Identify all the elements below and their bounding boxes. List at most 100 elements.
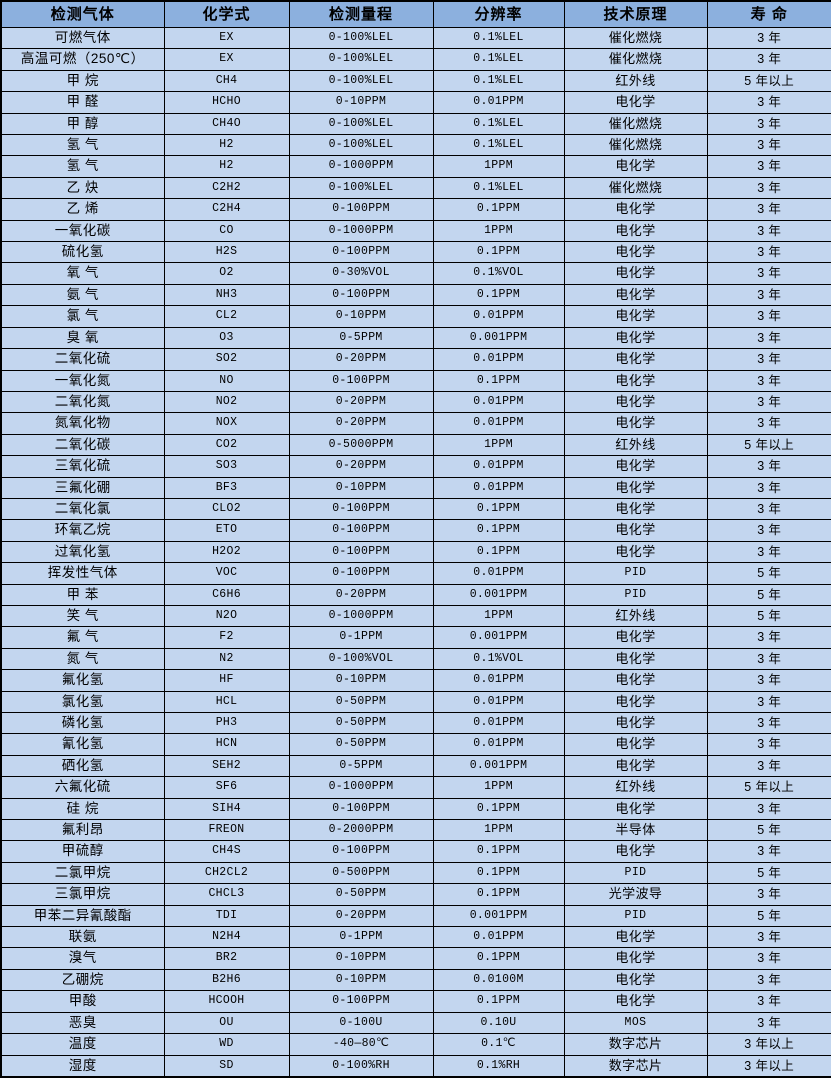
table-row: 笑 气 N2O 0-1000PPM 1PPM 红外线 5 年	[0, 604, 831, 628]
cell-lifespan: 5 年以上	[706, 69, 831, 93]
cell-range: 0-20PPM	[288, 904, 434, 928]
cell-formula: HCHO	[163, 91, 290, 114]
cell-range: 0-20PPM	[288, 412, 434, 435]
cell-formula: ETO	[163, 519, 290, 542]
cell-resolution: 1PPM	[432, 219, 565, 243]
table-row: 二氧化氯 CLO2 0-100PPM 0.1PPM 电化学 3 年	[0, 497, 831, 521]
cell-technology: 电化学	[563, 797, 708, 821]
cell-formula: SO3	[163, 455, 290, 478]
cell-range: 0-20PPM	[288, 390, 434, 414]
cell-range: 0-30%VOL	[288, 262, 434, 285]
table-row: 氯 气 CL2 0-10PPM 0.01PPM 电化学 3 年	[0, 305, 831, 328]
table-row: 氟利昂 FREON 0-2000PPM 1PPM 半导体 5 年	[0, 819, 831, 842]
cell-resolution: 0.1%LEL	[432, 134, 565, 157]
cell-gas-name: 二氯甲烷	[0, 861, 165, 885]
cell-range: 0-50PPM	[288, 733, 434, 756]
cell-technology: 电化学	[563, 198, 708, 221]
cell-resolution: 0.01PPM	[432, 733, 565, 756]
cell-lifespan: 3 年以上	[706, 1033, 831, 1056]
cell-lifespan: 3 年	[706, 476, 831, 499]
cell-technology: PID	[563, 583, 708, 606]
cell-gas-name: 一氧化碳	[0, 219, 165, 243]
cell-range: 0-10PPM	[288, 91, 434, 114]
cell-lifespan: 3 年	[706, 711, 831, 735]
cell-formula: N2O	[163, 604, 290, 628]
cell-range: 0-100PPM	[288, 497, 434, 521]
cell-technology: 电化学	[563, 647, 708, 671]
cell-technology: 电化学	[563, 219, 708, 243]
cell-gas-name: 氨 气	[0, 283, 165, 307]
cell-gas-name: 氟 气	[0, 626, 165, 649]
cell-range: 0-100PPM	[288, 241, 434, 264]
cell-resolution: 0.1%LEL	[432, 26, 565, 50]
cell-range: 0-500PPM	[288, 861, 434, 885]
cell-gas-name: 氟化氢	[0, 669, 165, 692]
cell-formula: PH3	[163, 711, 290, 735]
cell-lifespan: 5 年	[706, 583, 831, 606]
cell-technology: 电化学	[563, 968, 708, 992]
cell-gas-name: 笑 气	[0, 604, 165, 628]
cell-lifespan: 3 年	[706, 754, 831, 778]
cell-formula: BR2	[163, 947, 290, 970]
cell-range: 0-100PPM	[288, 519, 434, 542]
cell-range: 0-100PPM	[288, 797, 434, 821]
cell-gas-name: 氮氧化物	[0, 412, 165, 435]
cell-formula: CLO2	[163, 497, 290, 521]
cell-lifespan: 3 年	[706, 48, 831, 71]
cell-technology: MOS	[563, 1011, 708, 1035]
cell-gas-name: 可燃气体	[0, 26, 165, 50]
cell-resolution: 0.01PPM	[432, 348, 565, 371]
cell-range: 0-100%RH	[288, 1054, 434, 1078]
cell-range: 0-100PPM	[288, 283, 434, 307]
cell-lifespan: 3 年	[706, 283, 831, 307]
cell-formula: CHCL3	[163, 883, 290, 906]
cell-technology: 电化学	[563, 711, 708, 735]
table-row: 乙 烯 C2H4 0-100PPM 0.1PPM 电化学 3 年	[0, 198, 831, 221]
cell-formula: HCN	[163, 733, 290, 756]
cell-formula: B2H6	[163, 968, 290, 992]
cell-resolution: 0.1PPM	[432, 369, 565, 392]
cell-technology: 电化学	[563, 690, 708, 714]
cell-gas-name: 高温可燃（250℃）	[0, 48, 165, 71]
cell-lifespan: 3 年	[706, 626, 831, 649]
cell-technology: 电化学	[563, 754, 708, 778]
cell-resolution: 0.01PPM	[432, 690, 565, 714]
cell-gas-name: 一氧化氮	[0, 369, 165, 392]
cell-resolution: 0.1PPM	[432, 497, 565, 521]
cell-resolution: 0.01PPM	[432, 562, 565, 585]
cell-range: -40—80℃	[288, 1033, 434, 1056]
cell-formula: CH4O	[163, 112, 290, 136]
cell-resolution: 0.1%VOL	[432, 262, 565, 285]
table-row: 乙硼烷 B2H6 0-10PPM 0.0100M 电化学 3 年	[0, 968, 831, 992]
cell-technology: 红外线	[563, 604, 708, 628]
table-row: 硫化氢 H2S 0-100PPM 0.1PPM 电化学 3 年	[0, 241, 831, 264]
cell-lifespan: 3 年	[706, 690, 831, 714]
cell-formula: HF	[163, 669, 290, 692]
cell-range: 0-1PPM	[288, 626, 434, 649]
cell-lifespan: 3 年	[706, 412, 831, 435]
cell-resolution: 1PPM	[432, 433, 565, 457]
cell-resolution: 0.01PPM	[432, 926, 565, 949]
table-row: 二氧化氮 NO2 0-20PPM 0.01PPM 电化学 3 年	[0, 390, 831, 414]
cell-technology: 电化学	[563, 369, 708, 392]
column-header-resolution: 分辨率	[432, 0, 565, 28]
cell-gas-name: 三氟化硼	[0, 476, 165, 499]
cell-gas-name: 硒化氢	[0, 754, 165, 778]
cell-technology: 光学波导	[563, 883, 708, 906]
cell-technology: 催化燃烧	[563, 134, 708, 157]
table-row: 氢 气 H2 0-1000PPM 1PPM 电化学 3 年	[0, 155, 831, 178]
cell-resolution: 0.1PPM	[432, 883, 565, 906]
table-row: 三氟化硼 BF3 0-10PPM 0.01PPM 电化学 3 年	[0, 476, 831, 499]
cell-gas-name: 二氧化硫	[0, 348, 165, 371]
cell-formula: HCOOH	[163, 990, 290, 1013]
table-header: 检测气体 化学式 检测量程 分辨率 技术原理 寿 命	[0, 0, 831, 28]
cell-lifespan: 3 年	[706, 968, 831, 992]
table-body: 可燃气体 EX 0-100%LEL 0.1%LEL 催化燃烧 3 年高温可燃（250℃） E…	[0, 26, 831, 1078]
table-row: 恶臭 OU 0-100U 0.10U MOS 3 年	[0, 1011, 831, 1035]
cell-technology: 催化燃烧	[563, 112, 708, 136]
cell-range: 0-2000PPM	[288, 819, 434, 842]
cell-lifespan: 3 年	[706, 990, 831, 1013]
cell-gas-name: 臭 氧	[0, 326, 165, 350]
table-row: 温度 WD -40—80℃ 0.1℃ 数字芯片 3 年以上	[0, 1033, 831, 1056]
cell-range: 0-100PPM	[288, 540, 434, 564]
